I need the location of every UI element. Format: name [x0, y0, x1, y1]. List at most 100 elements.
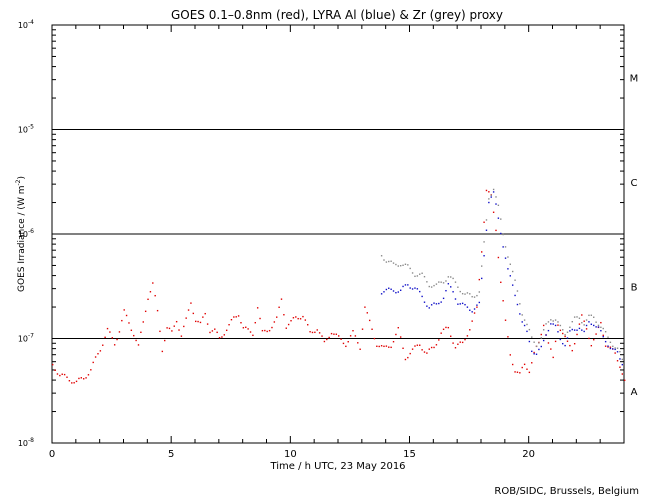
data-point [483, 255, 485, 257]
data-point [314, 331, 316, 334]
data-point [490, 194, 492, 197]
data-point [466, 306, 469, 308]
data-point [347, 341, 349, 343]
data-point [550, 319, 552, 321]
data-point [323, 340, 326, 343]
data-point [526, 368, 528, 370]
data-point [416, 275, 419, 277]
data-point [607, 345, 609, 347]
data-point [428, 285, 430, 288]
data-point [533, 353, 535, 355]
data-point [421, 349, 423, 351]
data-point [233, 316, 235, 318]
data-point [504, 257, 507, 259]
data-point [433, 284, 435, 287]
flare-class-label-b: B [631, 282, 638, 293]
data-point [502, 300, 504, 302]
data-point [299, 318, 302, 320]
data-point [509, 354, 511, 356]
data-point [56, 373, 59, 375]
data-point [271, 326, 273, 329]
data-point [311, 331, 314, 334]
data-point [318, 332, 321, 334]
data-point [540, 345, 542, 348]
data-point [349, 335, 352, 337]
data-point [414, 345, 416, 347]
data-point [80, 377, 82, 379]
data-point [540, 337, 542, 339]
data-point [519, 303, 521, 305]
data-point [464, 293, 466, 295]
data-point [392, 341, 395, 343]
data-point [562, 329, 564, 331]
data-point [516, 290, 519, 292]
data-point [209, 331, 211, 334]
data-point [445, 289, 447, 292]
data-point [523, 363, 526, 366]
data-point [330, 332, 333, 335]
data-point [59, 374, 61, 377]
data-point [407, 284, 409, 286]
y-tick-base: 10 [18, 335, 28, 344]
data-point [419, 290, 421, 293]
data-point [516, 371, 519, 373]
data-point [364, 306, 366, 308]
data-point [442, 297, 445, 300]
data-point [528, 340, 531, 343]
chart-title: GOES 0.1–0.8nm (red), LYRA Al (blue) & Z… [171, 8, 503, 22]
x-tick-label: 15 [403, 449, 416, 460]
data-point [187, 309, 190, 311]
data-point [392, 290, 395, 292]
data-point [466, 292, 469, 294]
data-point [409, 267, 411, 270]
data-point [302, 315, 304, 318]
data-point [359, 348, 361, 350]
data-point [380, 345, 383, 347]
data-point [54, 369, 56, 371]
data-point [426, 305, 428, 307]
series-lyra-zr-proxy [380, 188, 624, 361]
data-point [481, 265, 483, 267]
data-point [614, 352, 616, 354]
data-point [578, 327, 581, 330]
data-point [357, 342, 359, 344]
data-point [597, 326, 600, 328]
data-point [423, 275, 426, 278]
data-point [321, 335, 323, 337]
data-point [593, 339, 595, 341]
data-point [385, 261, 388, 263]
data-point [573, 329, 576, 331]
data-point [478, 301, 481, 304]
data-point [593, 324, 595, 327]
data-point [345, 345, 347, 348]
data-point [590, 323, 593, 325]
data-point [94, 356, 97, 358]
data-point [614, 347, 616, 349]
data-point [121, 319, 123, 322]
y-tick-base: 10 [18, 439, 28, 448]
data-point [304, 319, 307, 321]
data-point [476, 306, 478, 308]
data-point [290, 320, 292, 322]
data-point [607, 346, 609, 348]
data-point [566, 331, 569, 333]
data-point [87, 374, 90, 376]
y-tick-exponent: -6 [28, 228, 34, 235]
data-point [545, 334, 547, 336]
data-point [461, 292, 464, 295]
data-point [247, 328, 249, 330]
data-point [111, 337, 113, 339]
data-point [440, 332, 442, 334]
data-point [476, 294, 478, 297]
data-point [488, 191, 490, 193]
data-point [399, 336, 402, 338]
data-point [469, 293, 471, 295]
data-point [488, 201, 490, 204]
data-point [547, 321, 550, 323]
data-point [550, 348, 552, 350]
data-point [559, 338, 562, 341]
data-point [447, 326, 450, 329]
data-point [454, 281, 457, 283]
data-point [280, 298, 283, 300]
data-point [328, 336, 330, 339]
